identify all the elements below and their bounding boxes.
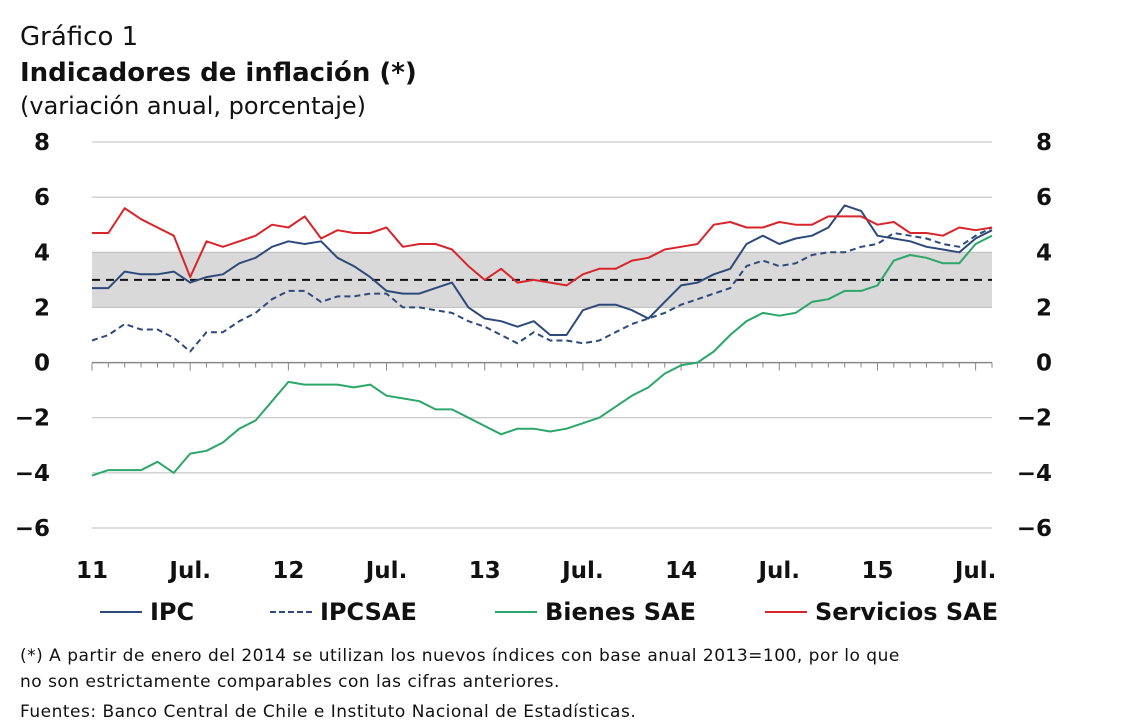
x-tick-label: Jul. (560, 558, 604, 584)
x-tick-label: 15 (861, 558, 893, 584)
legend-item-ipc: IPC (100, 598, 194, 626)
legend-label-ipcsae: IPCSAE (320, 598, 417, 626)
x-tick-label: 13 (469, 558, 501, 584)
y-tick-label-right: 8 (1036, 130, 1052, 156)
series-line-servicios-sae (92, 207, 993, 287)
sources-note: Fuentes: Banco Central de Chile e Instit… (20, 702, 637, 722)
x-tick-label: Jul. (167, 558, 211, 584)
y-tick-label-right: 4 (1036, 240, 1052, 266)
inflation-line-chart: 8 8 6 6 4 4 2 2 0 0 −2 −2 −4 −4 −6 −6 11 Jul. 12 Jul. 13 Jul.… (15, 130, 1052, 584)
legend-label-ipc: IPC (150, 598, 195, 626)
legend-swatch-ipc (100, 611, 142, 613)
legend-item-servicios-sae: Servicios SAE (765, 598, 998, 626)
series-line-ipcsae (91, 226, 993, 353)
legend-swatch-servicios-sae (765, 611, 807, 613)
legend-swatch-bienes-sae (495, 611, 537, 613)
series-line-ipc (92, 204, 993, 336)
footnote-line-2: no son estrictamente comparables con las… (20, 672, 560, 692)
y-tick-label-right: 0 (1036, 351, 1052, 377)
y-tick-label-right: −2 (1017, 406, 1052, 432)
chart-legend: IPC IPCSAE Bienes SAE Servicios SAE (0, 598, 1140, 638)
x-tick-label: 12 (272, 558, 304, 584)
y-tick-label-left: −4 (15, 461, 50, 487)
x-tick-label: 11 (76, 558, 108, 584)
legend-item-ipcsae: IPCSAE (270, 598, 417, 626)
x-tick-label: Jul. (364, 558, 408, 584)
series-line-bienes-sae (91, 234, 993, 477)
footnote-line-1: (*) A partir de enero del 2014 se utiliz… (20, 646, 900, 666)
legend-swatch-ipcsae (270, 611, 312, 613)
legend-item-bienes-sae: Bienes SAE (495, 598, 696, 626)
y-tick-label-left: 2 (34, 295, 50, 321)
y-tick-label-right: 2 (1036, 295, 1052, 321)
y-tick-label-right: −6 (1017, 516, 1052, 542)
y-tick-label-left: 0 (34, 351, 50, 377)
legend-label-servicios-sae: Servicios SAE (815, 598, 999, 626)
y-tick-label-right: 6 (1036, 185, 1052, 211)
figure-label: Gráfico 1 (20, 22, 139, 52)
chart-subtitle: (variación anual, porcentaje) (20, 92, 367, 120)
x-tick-label: Jul. (953, 558, 997, 584)
y-tick-label-right: −4 (1017, 461, 1052, 487)
x-tick-label: Jul. (756, 558, 800, 584)
y-tick-label-left: −6 (15, 516, 50, 542)
y-tick-label-left: 4 (34, 240, 50, 266)
y-tick-label-left: 8 (34, 130, 50, 156)
x-tick-label: 14 (665, 558, 697, 584)
y-tick-label-left: 6 (34, 185, 50, 211)
chart-title: Indicadores de inflación (*) (20, 58, 417, 88)
legend-label-bienes-sae: Bienes SAE (545, 598, 697, 626)
y-tick-label-left: −2 (15, 406, 50, 432)
